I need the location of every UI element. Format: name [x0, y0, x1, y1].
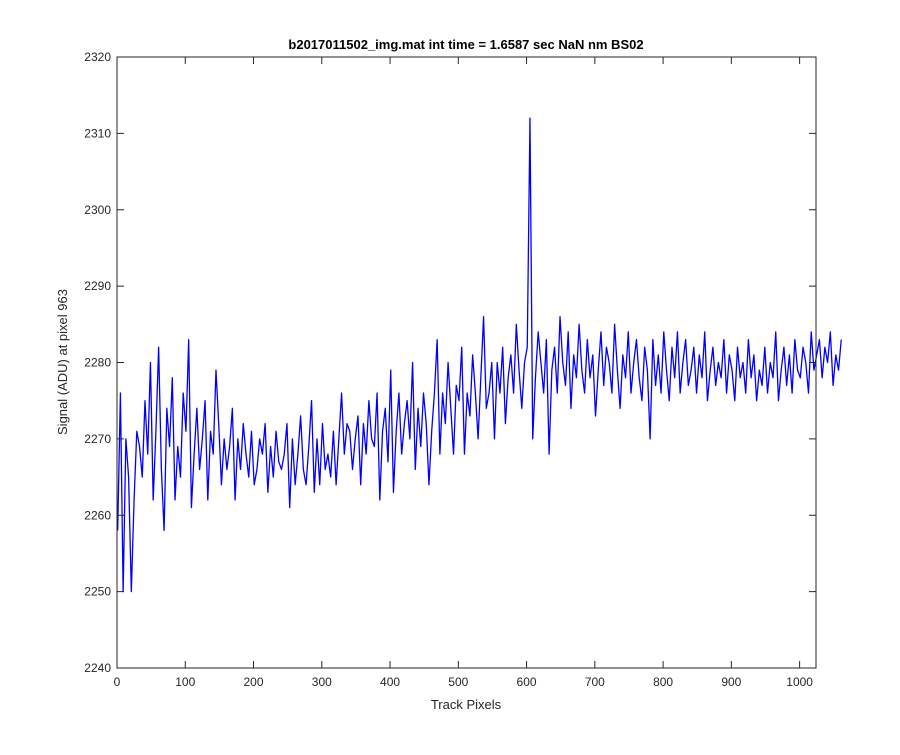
y-tick-label: 2260 — [84, 508, 111, 522]
y-tick-label: 2240 — [84, 661, 111, 675]
y-tick-label: 2290 — [84, 279, 111, 293]
x-tick-label: 200 — [244, 675, 264, 689]
y-axis-label: Signal (ADU) at pixel 963 — [55, 289, 70, 435]
x-tick-label: 800 — [653, 675, 673, 689]
x-axis-ticks: 0 100 200 300 400 500 600 700 800 900 1000 — [114, 57, 813, 689]
x-tick-label: 300 — [312, 675, 332, 689]
x-tick-label: 900 — [721, 675, 741, 689]
y-tick-label: 2300 — [84, 203, 111, 217]
y-tick-label: 2310 — [84, 126, 111, 140]
x-tick-label: 600 — [517, 675, 537, 689]
y-tick-label: 2270 — [84, 432, 111, 446]
data-layer — [117, 117, 842, 593]
series-line-0 — [117, 117, 842, 593]
x-axis-label: Track Pixels — [431, 697, 502, 712]
x-tick-label: 500 — [448, 675, 468, 689]
y-axis-ticks: 2240 2250 2260 2270 2280 2290 2300 2310 2320 — [84, 50, 816, 675]
y-tick-label: 2280 — [84, 356, 111, 370]
x-tick-label: 700 — [585, 675, 605, 689]
x-tick-label: 100 — [175, 675, 195, 689]
x-tick-label: 0 — [114, 675, 121, 689]
plot-area — [117, 57, 816, 668]
y-tick-label: 2320 — [84, 50, 111, 64]
x-tick-label: 1000 — [786, 675, 813, 689]
chart-title: b2017011502_img.mat int time = 1.6587 se… — [288, 37, 643, 52]
x-tick-label: 400 — [380, 675, 400, 689]
y-tick-label: 2250 — [84, 585, 111, 599]
